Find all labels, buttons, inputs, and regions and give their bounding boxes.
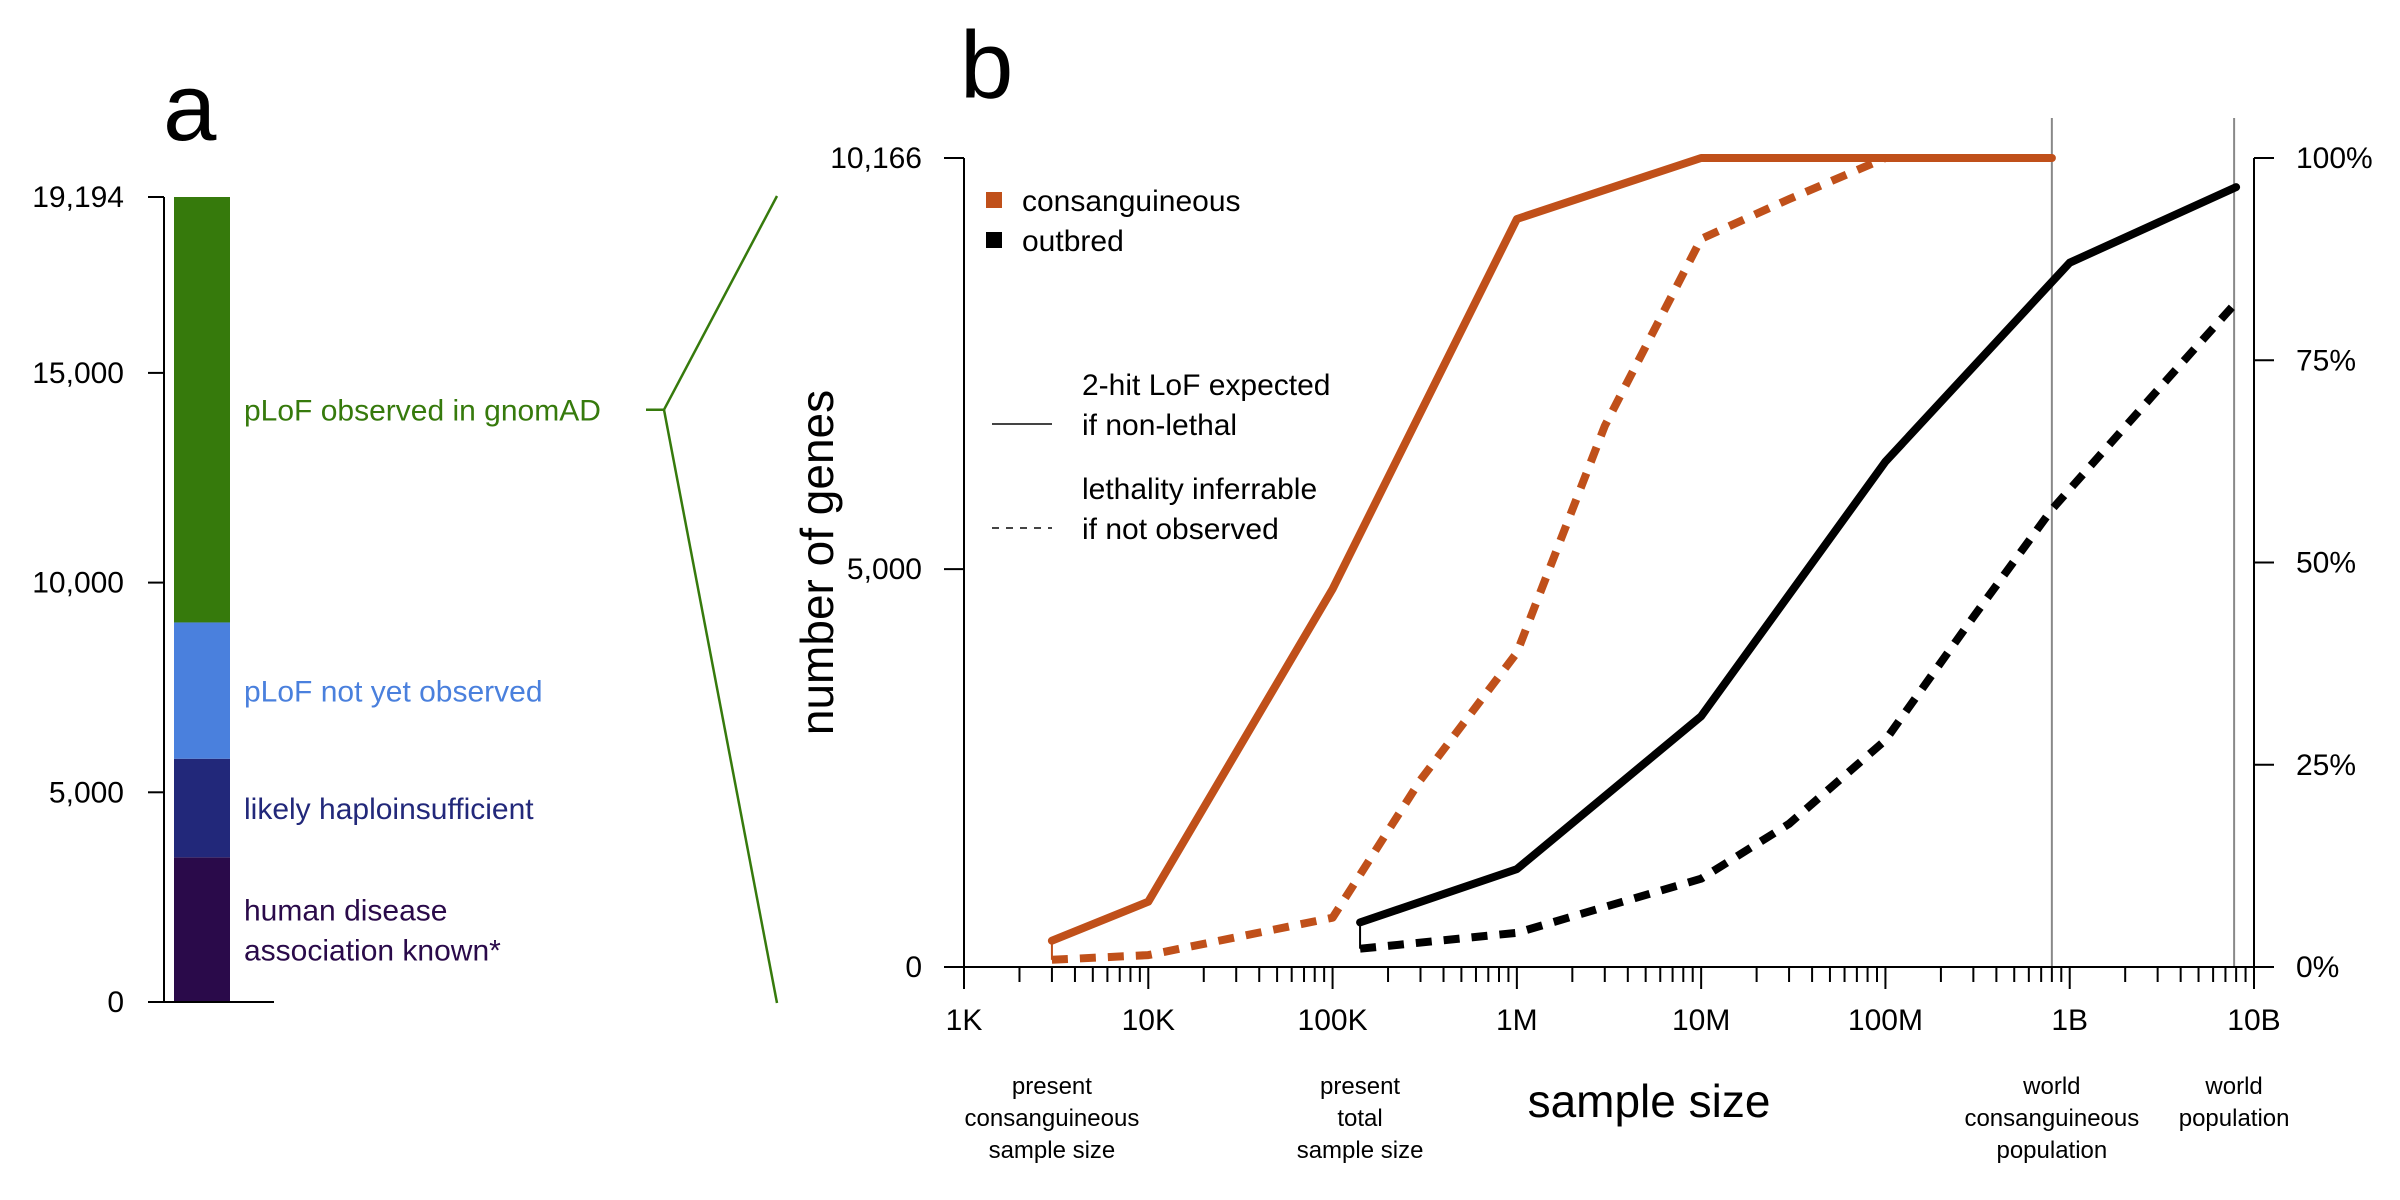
series-line bbox=[1356, 183, 2241, 927]
segment-label: pLoF observed in gnomAD bbox=[244, 395, 601, 428]
y2-tick-label: 50% bbox=[2296, 547, 2356, 580]
legend-color-label: consanguineous bbox=[1022, 185, 1241, 218]
x-tick-label: 100K bbox=[1298, 1004, 1368, 1037]
segment-label-line: pLoF not yet observed bbox=[244, 676, 543, 709]
y-tick-label: 10,166 bbox=[830, 142, 922, 175]
bar-segment bbox=[174, 197, 230, 623]
legend-style-label-line: if non-lethal bbox=[1082, 409, 1237, 442]
segment-label-line: association known* bbox=[244, 935, 501, 968]
sample-size-annotation-line: present bbox=[1012, 1073, 1092, 1100]
x-tick-label: 10K bbox=[1122, 1004, 1175, 1037]
series-line bbox=[1359, 299, 2240, 953]
y2-tick-label: 25% bbox=[2296, 749, 2356, 782]
series-line bbox=[1051, 154, 1887, 964]
reference-label-line: consanguineous bbox=[1964, 1105, 2139, 1132]
bracket-lower bbox=[662, 409, 779, 1004]
y-tick-label: 0 bbox=[905, 951, 922, 984]
sample-size-annotation-line: total bbox=[1337, 1105, 1382, 1132]
y2-tick-label: 0% bbox=[2296, 951, 2339, 984]
legend-style-label-line: if not observed bbox=[1082, 513, 1279, 546]
bracket-upper bbox=[662, 195, 779, 411]
reference-label-line: world bbox=[2022, 1073, 2080, 1100]
panel-label-a: a bbox=[163, 54, 217, 161]
legend-style-label: lethality inferrable if not observed bbox=[1082, 473, 1317, 546]
panel-b-line-chart: world consanguineous population world popula… bbox=[791, 118, 2373, 1164]
y-tick-label: 5,000 bbox=[847, 553, 922, 586]
reference-label: world consanguineous population bbox=[1964, 1073, 2139, 1164]
series-line bbox=[1047, 154, 2056, 945]
y-tick-label: 5,000 bbox=[49, 776, 124, 809]
x-tick-label: 10M bbox=[1672, 1004, 1730, 1037]
y2-tick-label: 100% bbox=[2296, 142, 2373, 175]
sample-size-annotation-line: present bbox=[1320, 1073, 1400, 1100]
sample-size-annotation-line: sample size bbox=[989, 1137, 1116, 1164]
y-axis-label: number of genes bbox=[791, 390, 843, 735]
x-tick-label: 1M bbox=[1496, 1004, 1538, 1037]
y-tick-label: 15,000 bbox=[32, 357, 124, 390]
reference-label-line: world bbox=[2204, 1073, 2262, 1100]
x-axis-label: sample size bbox=[1528, 1075, 1771, 1127]
bar-segment bbox=[174, 857, 230, 1002]
segment-label: pLoF not yet observed bbox=[244, 676, 543, 709]
legend-style-label-line: lethality inferrable bbox=[1082, 473, 1317, 506]
segment-label-line: human disease bbox=[244, 895, 447, 928]
x-tick-label: 1K bbox=[946, 1004, 983, 1037]
segment-label: likely haploinsufficient bbox=[244, 793, 534, 826]
panel-a-stacked-bar: human disease association known* likely ha… bbox=[32, 181, 779, 1019]
sample-size-annotation-line: sample size bbox=[1297, 1137, 1424, 1164]
y2-tick-label: 75% bbox=[2296, 344, 2356, 377]
bar-segment bbox=[174, 758, 230, 858]
y-tick-label: 10,000 bbox=[32, 567, 124, 600]
reference-label-line: population bbox=[1996, 1137, 2107, 1164]
y-tick-label: 19,194 bbox=[32, 181, 124, 214]
legend-color-swatch bbox=[986, 232, 1002, 248]
sample-size-annotation: present consanguineous sample size bbox=[965, 1073, 1140, 1164]
legend-style-label-line: 2-hit LoF expected bbox=[1082, 369, 1330, 402]
segment-label-line: likely haploinsufficient bbox=[244, 793, 534, 826]
reference-label: world population bbox=[2179, 1073, 2290, 1132]
x-tick-label: 100M bbox=[1848, 1004, 1923, 1037]
segment-label-line: pLoF observed in gnomAD bbox=[244, 395, 601, 428]
x-tick-label: 10B bbox=[2227, 1004, 2280, 1037]
legend-style-label: 2-hit LoF expected if non-lethal bbox=[1082, 369, 1330, 442]
x-tick-label: 1B bbox=[2051, 1004, 2088, 1037]
segment-label: human disease association known* bbox=[244, 895, 501, 968]
legend-color-label: outbred bbox=[1022, 225, 1124, 258]
panel-label-b: b bbox=[960, 12, 1013, 119]
sample-size-annotation-line: consanguineous bbox=[965, 1105, 1140, 1132]
legend-color-swatch bbox=[986, 192, 1002, 208]
y-tick-label: 0 bbox=[107, 986, 124, 1019]
sample-size-annotation: present total sample size bbox=[1297, 1073, 1424, 1164]
bar-segment bbox=[174, 622, 230, 759]
reference-label-line: population bbox=[2179, 1105, 2290, 1132]
